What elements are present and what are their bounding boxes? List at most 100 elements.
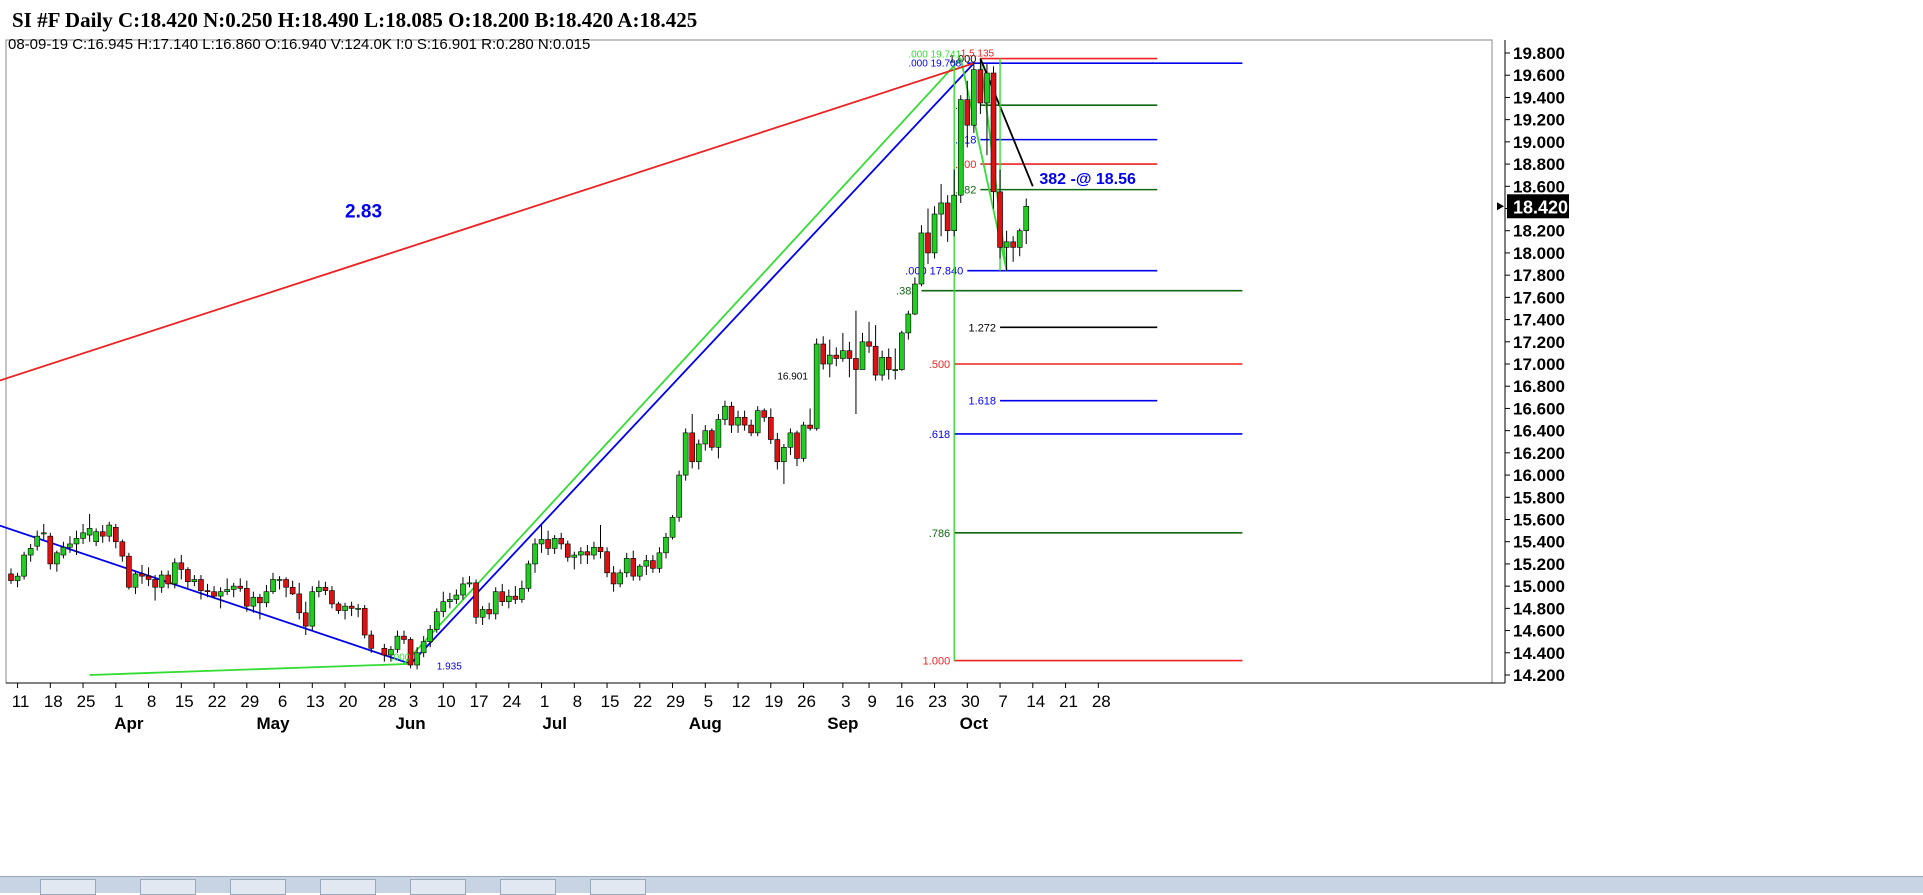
candle-body [912,284,917,314]
taskbar-button[interactable] [500,879,556,895]
candle-body [146,576,151,579]
candle-body [277,579,282,580]
fib-level-label: 1.000 [923,656,951,668]
y-tick-label: 19.600 [1513,66,1565,85]
candle-body [454,595,459,599]
candle-body [847,351,852,359]
y-tick-label: 15.400 [1513,533,1565,552]
y-tick-label: 17.400 [1513,311,1565,330]
candle-body [526,564,531,588]
candle-body [827,355,832,364]
x-tick-label: 25 [77,692,96,711]
chart-annotation: 1.5.135 [961,48,995,59]
candle-body [140,574,145,576]
x-tick-label: 14 [1026,692,1045,711]
candle-body [795,433,800,459]
candle-body [428,629,433,641]
y-tick-label: 18.600 [1513,177,1565,196]
taskbar-button[interactable] [410,879,466,895]
candle-body [624,558,629,572]
x-tick-label: 3 [409,692,418,711]
y-tick-label: 15.800 [1513,488,1565,507]
candle-body [460,584,465,595]
candle-body [762,411,767,418]
y-tick-label: 15.000 [1513,577,1565,596]
candle [683,428,688,480]
candle-body [768,417,773,439]
y-tick-label: 16.800 [1513,377,1565,396]
candle-body [264,592,269,603]
candle-body [329,591,334,604]
x-tick-label: 1 [114,692,123,711]
candle-body [788,433,793,447]
candle-body [22,555,27,576]
taskbar-button[interactable] [590,879,646,895]
candle-body [1004,242,1009,248]
candle [814,338,819,430]
x-tick-label: 10 [437,692,456,711]
candle-body [722,406,727,419]
x-tick-label: 29 [240,692,259,711]
x-tick-label: 3 [841,692,850,711]
candle-body [421,642,426,653]
x-tick-label: 9 [867,692,876,711]
candle-body [552,538,557,548]
candle [991,66,996,208]
y-tick-label: 16.400 [1513,422,1565,441]
taskbar-button[interactable] [320,879,376,895]
candle-body [284,579,289,587]
candle-body [395,636,400,649]
candle-body [664,537,669,553]
x-tick-label: 22 [208,692,227,711]
candle-body [906,314,911,333]
candle-body [166,575,171,584]
taskbar-button[interactable] [40,879,96,895]
x-tick-label: 29 [666,692,685,711]
candle-body [179,563,184,570]
chart-header-title: SI #F Daily C:18.420 N:0.250 H:18.490 L:… [12,8,697,33]
y-tick-label: 14.200 [1513,666,1565,685]
candle-body [225,589,230,591]
candle-body [87,528,92,535]
y-tick-label: 15.600 [1513,511,1565,530]
candle-body [303,613,308,626]
candle-body [971,70,976,126]
x-month-label: Sep [827,714,858,733]
candle-body [480,609,485,617]
candle-body [565,544,570,557]
taskbar-button[interactable] [140,879,196,895]
candle-body [775,440,780,462]
candle-body [939,203,944,214]
candle-body [41,533,46,534]
candle [919,225,924,286]
candle-body [886,357,891,369]
candle [126,553,131,590]
candle-body [572,555,577,557]
y-tick-label: 18.200 [1513,222,1565,241]
candle-body [519,588,524,599]
y-tick-label: 19.800 [1513,44,1565,63]
candle-body [703,431,708,444]
y-tick-label: 18.800 [1513,155,1565,174]
candle-body [683,433,688,475]
candle [677,471,682,522]
candle-body [677,475,682,517]
candle-body [67,544,72,547]
chart-frame [6,40,1505,683]
x-tick-label: 22 [633,692,652,711]
candle-body [919,233,924,284]
candle-body [15,576,20,580]
candle [899,331,904,371]
candle-body [644,561,649,567]
candle-body [94,532,99,542]
candle [362,605,367,638]
candle-body [231,586,236,589]
taskbar-button[interactable] [230,879,286,895]
candle [709,428,714,450]
candle [605,547,610,577]
candle-body [932,214,937,253]
candle-body [257,597,262,603]
x-tick-label: 17 [470,692,489,711]
candle-body [591,547,596,555]
